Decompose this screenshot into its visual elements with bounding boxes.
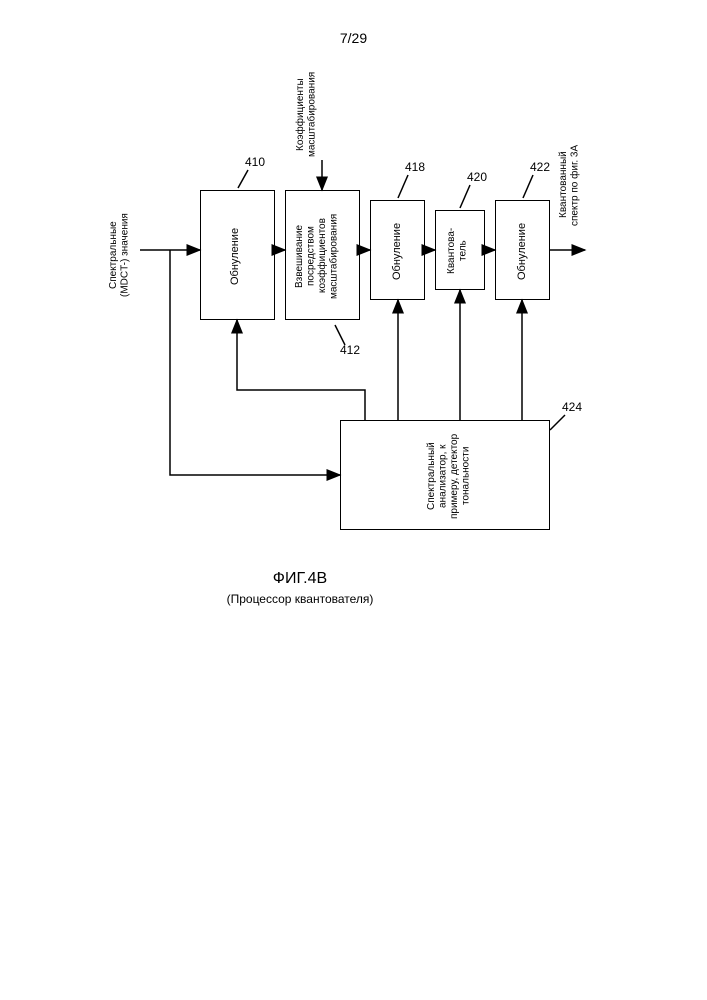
input-label: Спектральные (MDCT-) значения: [108, 195, 134, 315]
page-number: 7/29: [0, 30, 707, 46]
output-label: Квантованный спектр по фиг. 3A: [558, 130, 584, 240]
wires-svg: [140, 160, 560, 680]
ref-424: 424: [562, 400, 582, 414]
diagram-container: Обнуление Взвешивание посредством коэффи…: [140, 160, 560, 680]
scale-input-label: Коэффициенты масштабирования: [295, 72, 321, 157]
